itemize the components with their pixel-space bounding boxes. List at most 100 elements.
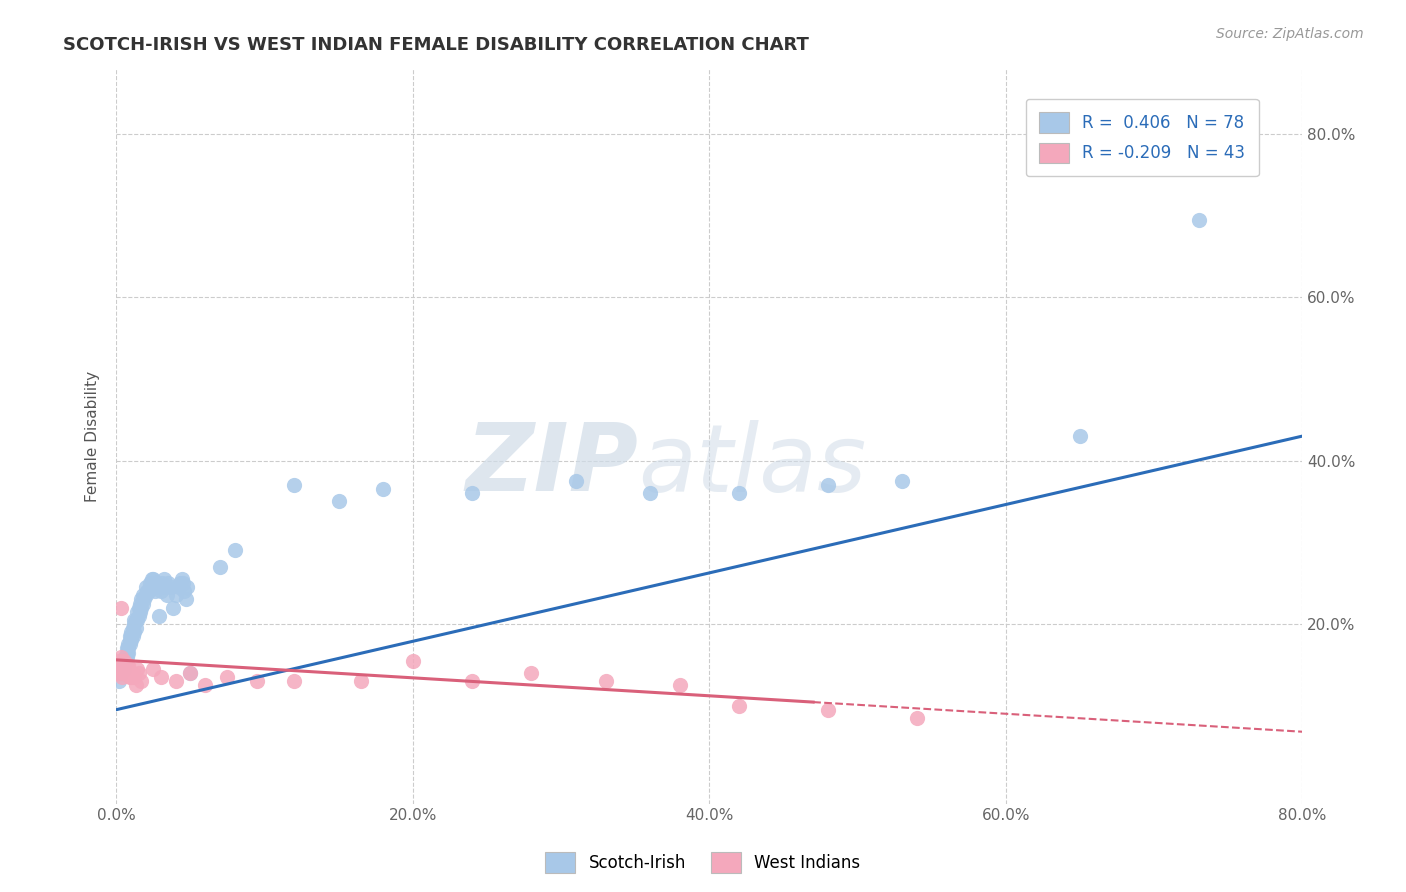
Point [122, 616, 145, 631]
Point [129, 597, 152, 611]
Point [142, 572, 165, 586]
Point [173, 584, 195, 599]
Point [283, 674, 305, 689]
Point [111, 657, 134, 672]
Point [149, 584, 172, 599]
Point [728, 486, 751, 500]
Point [118, 633, 141, 648]
Text: SCOTCH-IRISH VS WEST INDIAN FEMALE DISABILITY CORRELATION CHART: SCOTCH-IRISH VS WEST INDIAN FEMALE DISAB… [63, 36, 808, 54]
Point [194, 678, 217, 692]
Point [121, 629, 143, 643]
Point [817, 478, 839, 492]
Point [638, 486, 661, 500]
Point [121, 621, 143, 635]
Point [112, 665, 135, 680]
Point [169, 576, 191, 591]
Point [149, 670, 172, 684]
Point [110, 665, 132, 680]
Point [124, 678, 146, 692]
Point [224, 543, 246, 558]
Point [112, 657, 135, 672]
Point [114, 665, 136, 680]
Point [1069, 429, 1091, 443]
Point [134, 592, 156, 607]
Point [124, 621, 146, 635]
Y-axis label: Female Disability: Female Disability [86, 370, 100, 501]
Point [111, 657, 134, 672]
Point [120, 625, 142, 640]
Point [121, 665, 143, 680]
Point [110, 649, 132, 664]
Point [131, 600, 153, 615]
Point [141, 572, 163, 586]
Point [150, 576, 173, 591]
Point [128, 608, 150, 623]
Point [128, 665, 150, 680]
Point [115, 649, 138, 664]
Point [157, 576, 180, 591]
Point [1188, 212, 1211, 227]
Point [117, 637, 139, 651]
Point [115, 665, 138, 680]
Point [120, 670, 142, 684]
Legend: Scotch-Irish, West Indians: Scotch-Irish, West Indians [538, 846, 868, 880]
Point [125, 613, 148, 627]
Point [117, 662, 139, 676]
Point [156, 588, 179, 602]
Point [112, 654, 135, 668]
Point [891, 474, 914, 488]
Point [115, 646, 138, 660]
Point [122, 625, 145, 640]
Point [122, 670, 145, 684]
Point [124, 613, 146, 627]
Point [132, 588, 155, 602]
Point [595, 674, 617, 689]
Point [120, 633, 142, 648]
Point [108, 654, 131, 668]
Point [125, 662, 148, 676]
Point [131, 592, 153, 607]
Point [117, 641, 139, 656]
Point [117, 657, 139, 672]
Point [170, 572, 193, 586]
Point [153, 580, 176, 594]
Point [152, 572, 174, 586]
Legend: R =  0.406   N = 78, R = -0.209   N = 43: R = 0.406 N = 78, R = -0.209 N = 43 [1025, 99, 1258, 177]
Point [111, 670, 134, 684]
Point [115, 641, 138, 656]
Point [217, 670, 239, 684]
Point [373, 482, 395, 496]
Point [138, 584, 160, 599]
Point [160, 580, 183, 594]
Point [668, 678, 690, 692]
Point [135, 588, 157, 602]
Point [162, 600, 184, 615]
Point [118, 637, 141, 651]
Point [136, 584, 159, 599]
Point [905, 711, 928, 725]
Point [461, 674, 484, 689]
Point [108, 662, 131, 676]
Point [176, 580, 198, 594]
Point [125, 605, 148, 619]
Point [402, 654, 425, 668]
Point [179, 665, 201, 680]
Text: atlas: atlas [638, 420, 866, 511]
Point [112, 654, 135, 668]
Point [142, 662, 165, 676]
Point [145, 576, 167, 591]
Point [114, 649, 136, 664]
Point [174, 592, 197, 607]
Point [120, 629, 142, 643]
Point [114, 662, 136, 676]
Text: Source: ZipAtlas.com: Source: ZipAtlas.com [1216, 27, 1364, 41]
Point [461, 486, 484, 500]
Point [135, 580, 157, 594]
Point [118, 670, 141, 684]
Point [283, 478, 305, 492]
Point [118, 629, 141, 643]
Text: ZIP: ZIP [465, 419, 638, 511]
Point [110, 600, 132, 615]
Point [179, 665, 201, 680]
Point [139, 576, 162, 591]
